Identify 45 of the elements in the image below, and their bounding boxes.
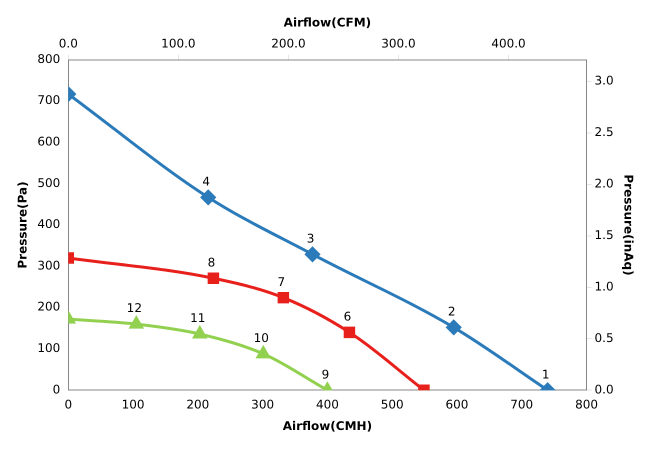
y2-tick-label: 1.0	[594, 279, 614, 294]
y2-tick-label: 2.5	[594, 125, 614, 140]
x2-tick-label: 100.0	[161, 36, 196, 51]
y-axis-title: Pressure(Pa)	[15, 181, 30, 269]
annotation: 11	[190, 311, 206, 326]
y-tick-label: 400	[37, 217, 60, 232]
x2-tick-label: 300.0	[381, 36, 416, 51]
x-tick-label: 200	[186, 398, 210, 412]
x-tick-label: 600	[446, 398, 468, 412]
y2-tick-label: 0.5	[594, 330, 614, 345]
x-tick-label: 0	[64, 398, 72, 412]
y-tick-label: 600	[37, 134, 60, 149]
y-tick-label: 300	[37, 258, 60, 272]
y-tick-label: 100	[37, 341, 60, 356]
annotation: 4	[202, 174, 210, 188]
y2-tick-label: 3.0	[594, 74, 614, 88]
x-tick-label: 700	[510, 398, 534, 412]
annotation: 1	[542, 367, 550, 382]
x-tick-label: 100	[122, 398, 145, 412]
y-tick-label: 700	[37, 93, 60, 108]
annotation: 9	[322, 367, 330, 382]
annotation: 2	[448, 304, 456, 319]
x-tick-label: 300	[251, 398, 274, 412]
y2-tick-label: 2.0	[594, 176, 614, 190]
y-tick-label: 500	[37, 176, 60, 190]
annotation: 6	[344, 310, 352, 324]
y2-axis-title: Pressure(inAq)	[622, 174, 636, 276]
y-tick-label: 0	[52, 382, 60, 396]
annotation: 8	[208, 255, 216, 270]
x-tick-label: 500	[380, 398, 404, 412]
annotation: 3	[306, 231, 314, 246]
x-tick-label: 800	[575, 398, 598, 412]
x2-tick-label: 200.0	[271, 36, 306, 51]
y-tick-label: 200	[37, 300, 60, 314]
y-tick-label: 800	[37, 52, 60, 66]
x-tick-label: 400	[316, 398, 339, 412]
annotation: 10	[254, 330, 269, 345]
annotation: 12	[126, 301, 142, 316]
x-axis-title: Airflow(CMH)	[282, 418, 372, 433]
x2-tick-label: 400.0	[491, 36, 526, 51]
annotation: 7	[278, 274, 286, 289]
x2-axis-title: Airflow(CFM)	[284, 15, 372, 30]
y2-tick-label: 0.0	[594, 382, 614, 396]
y2-tick-label: 1.5	[594, 228, 614, 242]
x2-tick-label: 0.0	[58, 36, 78, 51]
